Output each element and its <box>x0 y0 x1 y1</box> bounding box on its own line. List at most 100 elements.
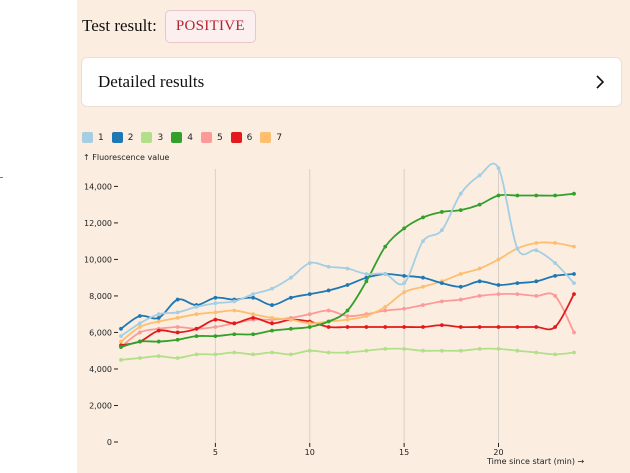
data-point-5-22 <box>534 294 539 298</box>
data-point-3-9 <box>288 352 293 357</box>
data-point-7-24 <box>572 244 576 249</box>
data-point-3-22 <box>534 350 539 355</box>
legend-item-2[interactable]: 2 <box>111 132 134 143</box>
legend-swatch-5 <box>200 132 212 143</box>
data-point-2-17 <box>439 281 444 286</box>
data-point-7-8 <box>270 315 274 320</box>
data-point-1-20 <box>496 166 501 171</box>
data-point-4-6 <box>232 332 237 337</box>
data-point-4-9 <box>288 326 293 331</box>
data-point-7-3 <box>175 315 180 320</box>
data-point-4-22 <box>534 193 539 198</box>
data-point-3-3 <box>175 356 180 360</box>
data-point-3-12 <box>345 350 350 355</box>
data-point-1-14 <box>383 272 388 276</box>
data-point-1-3 <box>175 310 180 315</box>
chevron-right-icon <box>596 75 605 89</box>
legend-item-6[interactable]: 6 <box>230 132 253 143</box>
data-point-5-19 <box>477 294 482 298</box>
data-point-5-15 <box>402 306 407 311</box>
left-edge-mark <box>0 177 3 178</box>
data-point-2-18 <box>458 284 463 289</box>
legend-label-5: 5 <box>216 132 223 143</box>
data-point-1-19 <box>477 173 482 178</box>
y-axis-label: ↑ Fluorescence value <box>83 153 170 162</box>
data-point-1-10 <box>307 261 312 265</box>
result-status-badge: POSITIVE <box>164 9 256 43</box>
data-point-7-12 <box>345 317 350 322</box>
data-point-7-7 <box>251 312 256 317</box>
y-tick-label-10000: 10,000 <box>84 255 112 264</box>
data-point-7-9 <box>288 317 293 322</box>
data-point-3-23 <box>553 352 558 357</box>
data-point-2-2 <box>156 315 161 320</box>
data-point-2-10 <box>307 292 312 297</box>
data-point-7-22 <box>534 241 539 245</box>
data-point-7-13 <box>364 314 369 318</box>
series-2 <box>119 272 576 331</box>
data-point-1-21 <box>515 246 520 251</box>
data-point-1-5 <box>213 301 218 306</box>
data-point-3-15 <box>402 346 407 351</box>
data-point-2-22 <box>534 279 539 284</box>
data-point-4-19 <box>477 202 482 207</box>
detailed-results-title: Detailed results <box>98 72 205 91</box>
data-point-6-15 <box>402 325 407 329</box>
data-point-3-20 <box>496 346 501 351</box>
series-1 <box>119 162 576 339</box>
legend-item-7[interactable]: 7 <box>260 132 282 143</box>
data-point-3-10 <box>307 348 312 353</box>
y-tick-label-2000: 2,000 <box>89 401 112 410</box>
data-point-5-3 <box>175 325 180 329</box>
axis-layer: 5 10 15 20 0 2,000 4,000 6,000 8,000 10,000 12,000… <box>84 182 504 457</box>
data-point-2-0 <box>119 326 123 331</box>
data-point-2-12 <box>345 283 350 287</box>
legend-label-6: 6 <box>246 132 253 143</box>
data-point-5-24 <box>572 330 576 335</box>
data-point-4-2 <box>156 339 161 344</box>
data-point-6-12 <box>345 325 350 329</box>
data-point-4-24 <box>572 191 576 196</box>
data-point-4-23 <box>553 193 558 198</box>
legend-item-3[interactable]: 3 <box>141 132 163 143</box>
data-point-6-18 <box>458 325 463 329</box>
data-point-5-16 <box>421 303 425 307</box>
data-point-4-12 <box>345 308 350 313</box>
x-tick-label-5: 5 <box>213 448 218 457</box>
data-point-6-7 <box>251 315 256 320</box>
data-point-2-16 <box>421 275 425 280</box>
data-point-4-18 <box>458 208 463 213</box>
data-point-1-11 <box>326 264 331 269</box>
data-point-3-16 <box>421 348 425 353</box>
data-point-5-14 <box>383 308 388 313</box>
data-point-4-11 <box>326 319 331 324</box>
data-point-3-14 <box>383 346 388 351</box>
data-point-1-9 <box>288 275 293 280</box>
series-3 <box>119 346 576 362</box>
data-point-2-11 <box>326 288 331 293</box>
y-tick-label-12000: 12,000 <box>84 219 112 228</box>
data-point-2-7 <box>251 295 256 300</box>
data-point-7-5 <box>213 310 218 315</box>
x-axis-label: Time since start (min) → <box>487 457 585 466</box>
data-point-5-20 <box>496 292 501 297</box>
data-point-1-4 <box>194 304 199 309</box>
data-point-4-4 <box>194 334 199 339</box>
data-point-7-15 <box>402 290 407 295</box>
x-tick-label-15: 15 <box>399 448 409 457</box>
data-point-6-23 <box>553 325 558 329</box>
legend-label-2: 2 <box>127 132 134 143</box>
legend-item-1[interactable]: 1 <box>82 132 104 143</box>
legend-item-4[interactable]: 4 <box>171 132 193 143</box>
series-6 <box>119 292 576 348</box>
data-point-2-8 <box>270 303 274 307</box>
data-point-6-8 <box>270 321 274 326</box>
data-point-1-23 <box>553 261 558 265</box>
data-point-7-6 <box>232 308 237 313</box>
legend-item-5[interactable]: 5 <box>200 132 223 143</box>
detailed-results-button[interactable]: Detailed results <box>81 57 622 107</box>
legend-label-4: 4 <box>187 132 193 143</box>
data-point-6-21 <box>515 325 520 329</box>
data-point-1-0 <box>119 334 123 339</box>
data-point-1-18 <box>458 191 463 196</box>
